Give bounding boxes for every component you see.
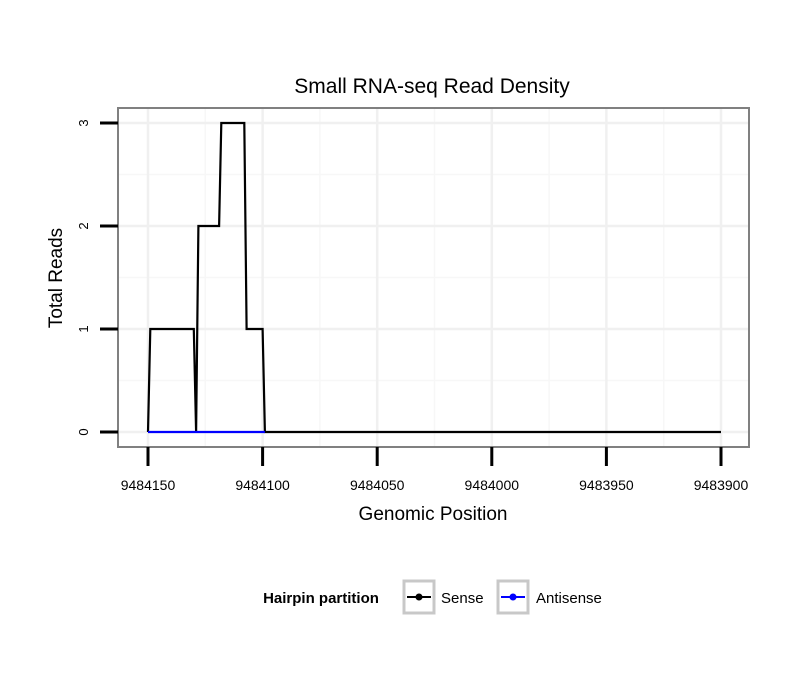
x-axis-label: Genomic Position (359, 504, 508, 525)
y-tick-label: 2 (76, 222, 91, 229)
legend: Hairpin partition Sense Antisense (263, 579, 602, 615)
x-tick-label: 9484050 (350, 477, 405, 493)
x-tick-label: 9484150 (121, 477, 176, 493)
y-tick-label: 1 (76, 325, 91, 332)
y-axis-label: Total Reads (46, 228, 67, 328)
x-tick-label: 9484000 (465, 477, 520, 493)
chart-title: Small RNA-seq Read Density (294, 75, 570, 98)
legend-key-point-antisense (509, 593, 517, 601)
x-tick-label: 9483900 (694, 477, 749, 493)
plot-area: 0 1 2 3 9484150 9484100 9484050 9484000 9483950 9… (76, 107, 750, 493)
legend-key-point-sense (415, 593, 423, 601)
y-tick-label: 3 (76, 119, 91, 126)
x-tick-label: 9483950 (579, 477, 634, 493)
plot-border (117, 107, 750, 448)
legend-label-antisense: Antisense (536, 590, 602, 607)
series-line-sense (146, 121, 721, 434)
legend-label-sense: Sense (441, 590, 484, 607)
x-tick-label: 9484100 (235, 477, 290, 493)
y-tick-label: 0 (76, 428, 91, 435)
legend-title: Hairpin partition (263, 590, 379, 607)
